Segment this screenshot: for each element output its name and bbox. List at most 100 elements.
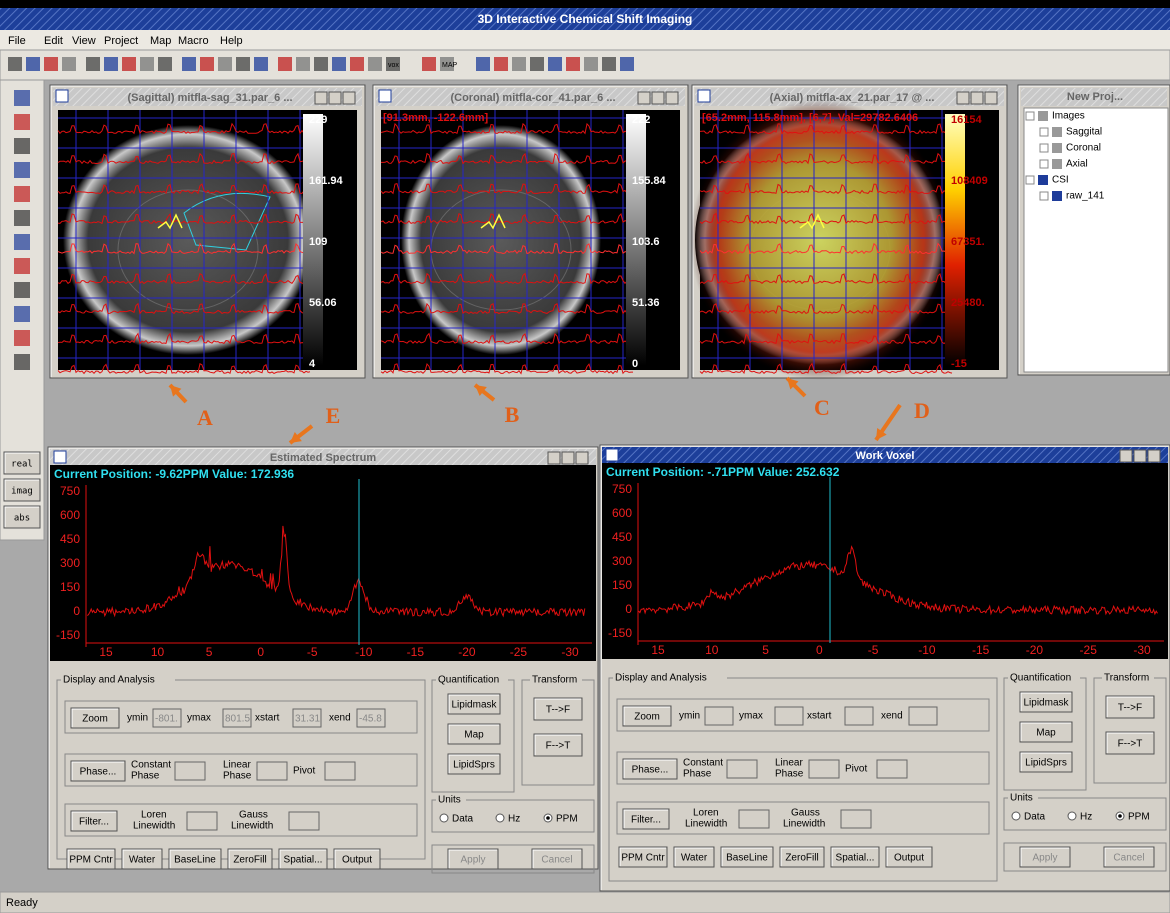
button-label[interactable]: Output (894, 853, 924, 864)
toolbar-icon[interactable] (494, 57, 508, 71)
button-label[interactable]: Map (464, 730, 484, 741)
text-field[interactable] (289, 812, 319, 830)
toolbar-icon[interactable] (314, 57, 328, 71)
toolbar-icon[interactable] (278, 57, 292, 71)
tool-icon[interactable] (14, 258, 30, 274)
tree-expander[interactable] (1040, 144, 1048, 152)
tool-icon[interactable] (14, 138, 30, 154)
toolbar-icon[interactable] (368, 57, 382, 71)
tree-item[interactable]: Saggital (1066, 127, 1102, 138)
tool-icon[interactable] (14, 306, 30, 322)
toolbar-icon[interactable] (476, 57, 490, 71)
window-button[interactable] (666, 92, 678, 104)
toolbar-icon[interactable] (158, 57, 172, 71)
button-label[interactable]: Zoom (82, 714, 108, 725)
toolbar-icon[interactable] (236, 57, 250, 71)
tree-item[interactable]: Images (1052, 111, 1085, 122)
menu-item[interactable]: Edit (44, 35, 63, 47)
tree-item[interactable]: raw_141 (1066, 191, 1105, 202)
button-label[interactable]: Lipidmask (1023, 698, 1069, 709)
tool-icon[interactable] (14, 90, 30, 106)
button-label[interactable]: Zoom (634, 712, 660, 723)
radio-button[interactable] (440, 814, 448, 822)
button-label[interactable]: BaseLine (726, 853, 768, 864)
tree-item[interactable]: Coronal (1066, 143, 1101, 154)
radio-label[interactable]: Hz (1080, 812, 1092, 823)
window-button[interactable] (638, 92, 650, 104)
text-field[interactable] (175, 762, 205, 780)
button-label[interactable]: Apply (1032, 853, 1057, 864)
button-label[interactable]: Apply (460, 855, 485, 866)
toolbar-icon[interactable] (86, 57, 100, 71)
toolbar-icon[interactable] (350, 57, 364, 71)
toolbar-icon[interactable] (422, 57, 436, 71)
button-label[interactable]: PPM Cntr (621, 853, 665, 864)
window-button[interactable] (652, 92, 664, 104)
toolbar-icon[interactable] (530, 57, 544, 71)
toolbar-label[interactable]: MAP (442, 62, 458, 69)
button-label[interactable]: Phase... (632, 765, 669, 776)
button-label[interactable]: Lipidmask (451, 700, 497, 711)
menu-item[interactable]: Macro (178, 35, 209, 47)
tree-expander[interactable] (1040, 128, 1048, 136)
window-button[interactable] (985, 92, 997, 104)
toolbar-icon[interactable] (8, 57, 22, 71)
tool-icon[interactable] (14, 330, 30, 346)
mode-label[interactable]: real (11, 460, 33, 470)
toolbar-icon[interactable] (332, 57, 346, 71)
text-field[interactable] (775, 707, 803, 725)
radio-label[interactable]: Data (1024, 812, 1046, 823)
toolbar-icon[interactable] (62, 57, 76, 71)
radio-label[interactable]: PPM (556, 814, 578, 825)
tool-icon[interactable] (14, 186, 30, 202)
text-field[interactable] (841, 810, 871, 828)
text-field[interactable] (739, 810, 769, 828)
button-label[interactable]: Output (342, 855, 372, 866)
button-label[interactable]: Spatial... (836, 853, 875, 864)
tree-item[interactable]: CSI (1052, 175, 1069, 186)
window-button[interactable] (548, 452, 560, 464)
radio-label[interactable]: Data (452, 814, 474, 825)
text-field[interactable] (845, 707, 873, 725)
tool-icon[interactable] (14, 162, 30, 178)
button-label[interactable]: Phase... (80, 767, 117, 778)
text-field[interactable] (325, 762, 355, 780)
window-button[interactable] (1134, 450, 1146, 462)
toolbar-label[interactable]: vox (388, 62, 399, 69)
text-field[interactable] (909, 707, 937, 725)
window-button[interactable] (1148, 450, 1160, 462)
tool-icon[interactable] (14, 234, 30, 250)
toolbar-icon[interactable] (512, 57, 526, 71)
button-label[interactable]: T-->F (1118, 703, 1142, 714)
button-label[interactable]: Filter... (631, 815, 661, 826)
text-field[interactable] (877, 760, 907, 778)
tree-expander[interactable] (1026, 112, 1034, 120)
toolbar-icon[interactable] (122, 57, 136, 71)
button-label[interactable]: Water (129, 855, 156, 866)
menu-item[interactable]: View (72, 35, 96, 47)
tool-icon[interactable] (14, 210, 30, 226)
toolbar-icon[interactable] (140, 57, 154, 71)
window-button[interactable] (576, 452, 588, 464)
button-label[interactable]: BaseLine (174, 855, 216, 866)
toolbar-icon[interactable] (26, 57, 40, 71)
button-label[interactable]: LipidSprs (1025, 758, 1067, 769)
button-label[interactable]: Water (681, 853, 708, 864)
mode-label[interactable]: abs (14, 514, 30, 524)
button-label[interactable]: F-->T (546, 741, 571, 752)
button-label[interactable]: ZeroFill (233, 855, 266, 866)
tool-icon[interactable] (14, 114, 30, 130)
toolbar-icon[interactable] (620, 57, 634, 71)
toolbar-icon[interactable] (584, 57, 598, 71)
text-field[interactable] (257, 762, 287, 780)
tree-expander[interactable] (1026, 176, 1034, 184)
toolbar-icon[interactable] (254, 57, 268, 71)
button-label[interactable]: F-->T (1118, 739, 1143, 750)
tool-icon[interactable] (14, 282, 30, 298)
menu-item[interactable]: Help (220, 35, 243, 47)
radio-label[interactable]: PPM (1128, 812, 1150, 823)
radio-button[interactable] (496, 814, 504, 822)
button-label[interactable]: Cancel (541, 855, 572, 866)
toolbar-icon[interactable] (104, 57, 118, 71)
tree-expander[interactable] (1040, 160, 1048, 168)
